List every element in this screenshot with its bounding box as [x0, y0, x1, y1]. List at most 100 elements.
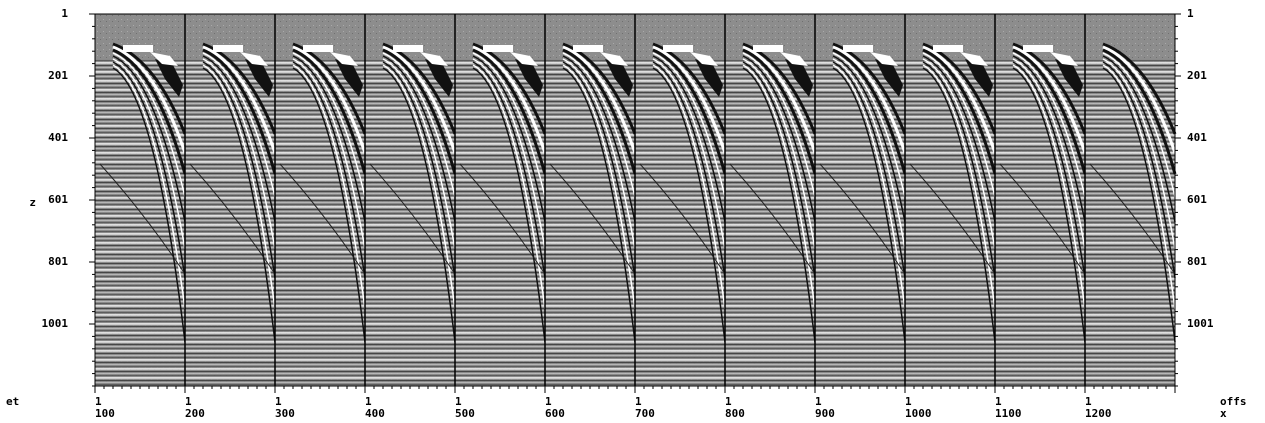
- strong-blob: [965, 59, 993, 97]
- wavefront: [1102, 52, 1176, 198]
- strong-event: [573, 45, 603, 52]
- wavefront: [292, 48, 367, 175]
- wavefront: [292, 55, 366, 223]
- y-tick-label: 1: [61, 7, 68, 20]
- wavefront: [562, 64, 636, 310]
- wavefront: [1012, 61, 1086, 279]
- wavefront: [202, 64, 276, 310]
- wavefront: [562, 55, 636, 223]
- wavefront: [202, 42, 277, 135]
- wavefront: [922, 55, 996, 223]
- strong-blob: [515, 59, 543, 97]
- wavefront: [832, 52, 906, 198]
- wavefront: [922, 48, 997, 175]
- moveout: [729, 163, 816, 275]
- wavefront: [652, 48, 727, 175]
- wavefront: [1102, 67, 1176, 343]
- wavefront: [202, 58, 276, 250]
- wavefront: [742, 64, 816, 310]
- wavefront: [652, 42, 727, 135]
- wavefront: [652, 45, 727, 154]
- wavefront: [832, 58, 906, 250]
- moveout: [909, 163, 996, 275]
- strong-blob: [605, 59, 633, 97]
- wavefront: [562, 67, 636, 343]
- moveout: [549, 163, 636, 275]
- wavefront: [562, 42, 637, 135]
- moveout: [279, 163, 366, 275]
- x-panel-label: 600: [545, 407, 565, 420]
- wavefront: [292, 58, 366, 250]
- x-left-label: et: [6, 395, 19, 408]
- wavefront: [652, 61, 726, 279]
- wavefront: [1102, 61, 1176, 279]
- wavefront: [112, 55, 186, 223]
- wavefront: [202, 52, 276, 198]
- strong-blob: [1050, 52, 1078, 66]
- strong-event: [213, 45, 243, 52]
- wavefront: [472, 52, 546, 198]
- strong-blob: [425, 59, 453, 97]
- wavefront: [832, 55, 906, 223]
- wavefront: [1102, 55, 1176, 223]
- wavefront: [1012, 67, 1086, 343]
- strong-blob: [420, 52, 448, 66]
- wavefront: [922, 64, 996, 310]
- wavefront: [742, 48, 817, 175]
- strong-event: [933, 45, 963, 52]
- x-panel-label: 200: [185, 407, 205, 420]
- wavefront: [922, 42, 997, 135]
- x-start-label: 1: [185, 395, 192, 408]
- y-tick-label: 601: [48, 193, 68, 206]
- moveout: [999, 163, 1086, 275]
- wavefront: [382, 52, 456, 198]
- strong-event: [663, 45, 693, 52]
- wavefront: [472, 55, 546, 223]
- wavefront: [1012, 42, 1087, 135]
- wavefront: [472, 64, 546, 310]
- wavefront: [652, 55, 726, 223]
- strong-event: [843, 45, 873, 52]
- wavefront: [1012, 52, 1086, 198]
- wavefront: [652, 58, 726, 250]
- strong-blob: [335, 59, 363, 97]
- strong-blob: [240, 52, 268, 66]
- wavefront: [292, 52, 366, 198]
- wavefront: [562, 61, 636, 279]
- strong-blob: [695, 59, 723, 97]
- wavefront: [562, 52, 636, 198]
- x-panel-label: 1000: [905, 407, 932, 420]
- wavefront: [382, 48, 457, 175]
- moveout: [459, 163, 546, 275]
- x-start-label: 1: [905, 395, 912, 408]
- moveout: [819, 163, 906, 275]
- strong-blob: [510, 52, 538, 66]
- wavefront: [922, 67, 996, 343]
- wavefront: [112, 64, 186, 310]
- wavefront: [922, 45, 997, 154]
- strong-blob: [155, 59, 183, 97]
- wavefront: [652, 52, 726, 198]
- strong-blob: [690, 52, 718, 66]
- wavefront: [742, 45, 817, 154]
- strong-event: [303, 45, 333, 52]
- wavefront: [742, 58, 816, 250]
- x-start-label: 1: [815, 395, 822, 408]
- moveout: [639, 163, 726, 275]
- strong-event: [393, 45, 423, 52]
- x-panel-label: 500: [455, 407, 475, 420]
- wavefront: [562, 48, 637, 175]
- x-start-label: 1: [95, 395, 102, 408]
- wavefront: [112, 42, 187, 135]
- x-start-label: 1: [725, 395, 732, 408]
- wavefront: [202, 67, 276, 343]
- wavefront: [292, 61, 366, 279]
- wavefront: [562, 58, 636, 250]
- moveout: [189, 163, 276, 275]
- y-tick-label-right: 401: [1187, 131, 1207, 144]
- wavefront: [742, 42, 817, 135]
- y-tick-label: 801: [48, 255, 68, 268]
- y-tick-label-right: 801: [1187, 255, 1207, 268]
- x-panel-label: 300: [275, 407, 295, 420]
